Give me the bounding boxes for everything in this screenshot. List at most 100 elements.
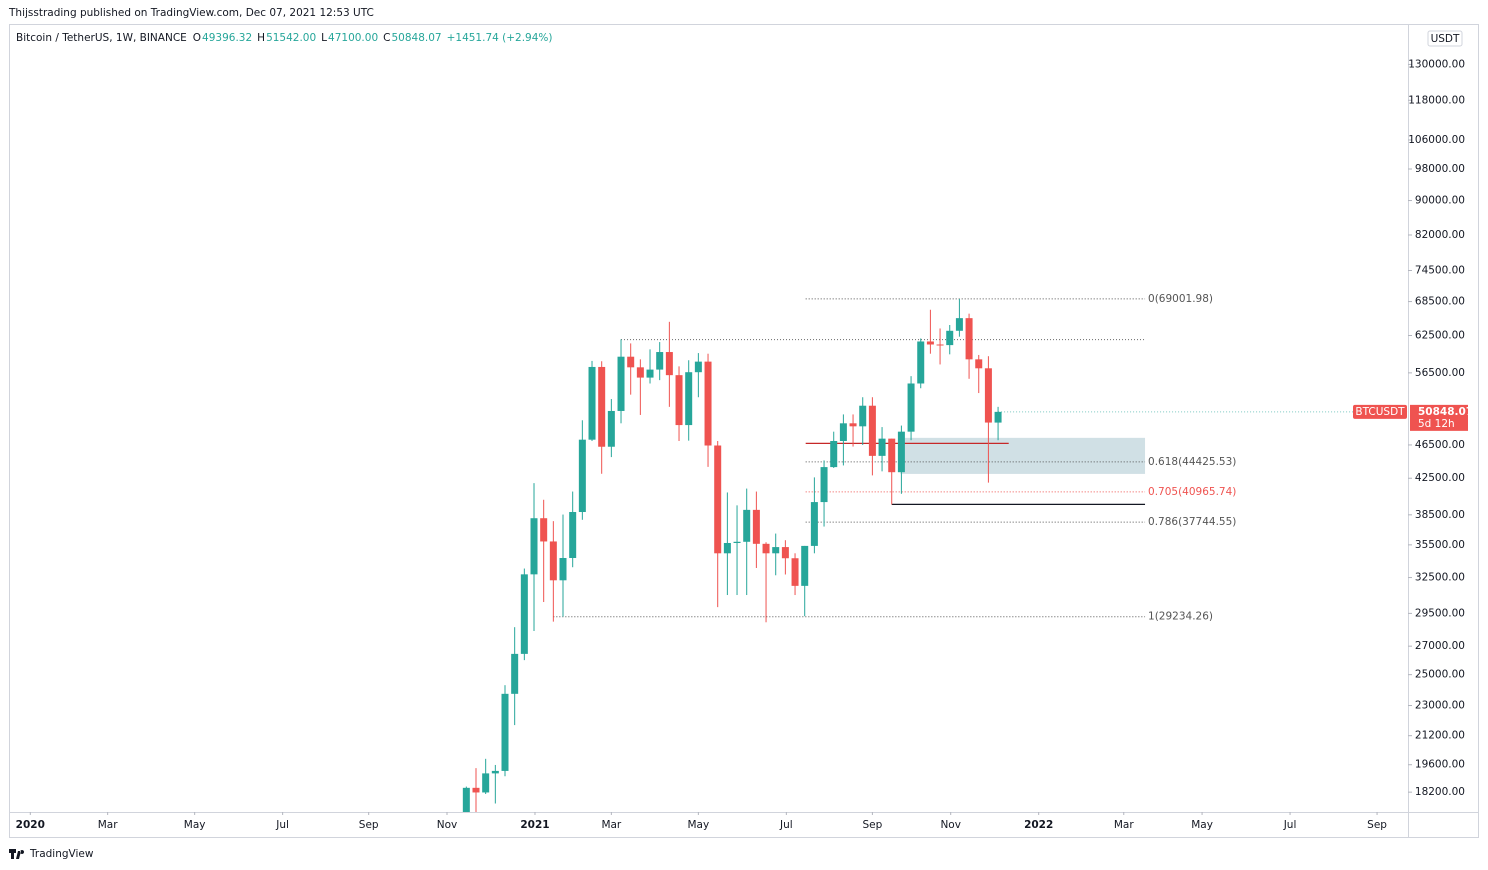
- candle-body: [617, 356, 625, 411]
- y-tick-label: 29500.00: [1415, 607, 1465, 619]
- candle-body: [743, 509, 751, 542]
- candle-body: [685, 372, 693, 426]
- candle-body: [636, 367, 644, 378]
- x-tick-label: Nov: [437, 819, 458, 831]
- y-tick-label: 35500.00: [1415, 539, 1465, 551]
- candle-body: [675, 375, 683, 426]
- candle-body: [917, 341, 925, 384]
- ohlc-label: H: [257, 32, 265, 44]
- candle-body: [984, 368, 992, 423]
- x-tick-label: Nov: [940, 819, 961, 831]
- candle-body: [704, 361, 712, 446]
- candle-body: [897, 431, 905, 473]
- candle-body: [975, 359, 983, 369]
- fib-label: 0.618(44425.53): [1148, 456, 1236, 468]
- candle-body: [588, 366, 596, 440]
- y-tick-label: 74500.00: [1415, 264, 1465, 276]
- fib-label: 0(69001.98): [1148, 293, 1213, 305]
- x-tick-label: Sep: [862, 819, 882, 831]
- currency-badge: [1427, 30, 1463, 47]
- ohlc-label: O: [193, 32, 201, 44]
- currency: USDT: [1431, 33, 1460, 45]
- y-tick-label: 82000.00: [1415, 229, 1465, 241]
- y-tick-label: 25000.00: [1415, 669, 1465, 681]
- brand: TradingView: [29, 848, 94, 860]
- candle-body: [549, 541, 557, 581]
- ohlc-value: 47100.00: [328, 32, 378, 44]
- candle-body: [501, 693, 509, 771]
- y-tick-label: 130000.00: [1408, 58, 1465, 70]
- candle-body: [694, 361, 702, 373]
- candle-body: [665, 352, 673, 376]
- x-tick-label: 2022: [1024, 819, 1053, 831]
- candle-body: [936, 344, 944, 346]
- candle-body: [907, 383, 915, 432]
- candle-body: [482, 773, 490, 793]
- candle-body: [656, 352, 664, 370]
- candle-body: [491, 770, 499, 774]
- y-tick-label: 118000.00: [1408, 94, 1465, 106]
- y-tick-label: 56500.00: [1415, 367, 1465, 379]
- ohlc-label: C: [383, 32, 390, 44]
- x-tick-label: Sep: [1367, 819, 1387, 831]
- candle-body: [955, 318, 963, 331]
- candle-body: [849, 423, 857, 427]
- y-tick-label: 27000.00: [1415, 640, 1465, 652]
- candle-body: [472, 787, 480, 793]
- candle-body: [511, 653, 519, 694]
- plot: [462, 298, 1408, 812]
- change: +1451.74 (+2.94%): [447, 32, 553, 44]
- ohlc-value: 51542.00: [266, 32, 316, 44]
- candle-body: [888, 438, 896, 473]
- publisher: Thijsstrading published on TradingView.c…: [8, 7, 374, 19]
- y-tick-label: 68500.00: [1415, 296, 1465, 308]
- y-tick-label: 62500.00: [1415, 329, 1465, 341]
- x-tick-label: Mar: [98, 819, 118, 831]
- x-tick-label: Mar: [601, 819, 621, 831]
- fib-label: 1(29234.26): [1148, 611, 1213, 623]
- x-tick-label: Jul: [275, 819, 289, 831]
- candle-body: [530, 518, 538, 575]
- candle-body: [946, 330, 954, 346]
- candle-body: [810, 502, 818, 546]
- y-tick-label: 23000.00: [1415, 700, 1465, 712]
- candle-body: [801, 545, 809, 586]
- brand-logo: [9, 849, 25, 859]
- x-tick-label: May: [184, 819, 206, 831]
- y-tick-label: 46500.00: [1415, 439, 1465, 451]
- candle-body: [714, 445, 722, 554]
- x-tick-label: May: [1191, 819, 1213, 831]
- x-tick-label: Sep: [359, 819, 379, 831]
- ohlc-value: 49396.32: [202, 32, 252, 44]
- candle-body: [772, 547, 780, 554]
- x-tick-label: Mar: [1114, 819, 1134, 831]
- y-tick-label: 90000.00: [1415, 195, 1465, 207]
- candle-body: [926, 341, 934, 345]
- candle-body: [733, 541, 741, 543]
- candle-body: [965, 318, 973, 360]
- price-tag: [1410, 404, 1468, 431]
- candle-body: [607, 410, 615, 447]
- ohlc-value: 50848.07: [391, 32, 441, 44]
- candle-body: [859, 405, 867, 427]
- price-tag-text: 50848.07: [1418, 406, 1473, 418]
- candle-body: [540, 518, 548, 542]
- candle-body: [781, 547, 789, 559]
- candle-body: [762, 543, 770, 554]
- symbol-title: Bitcoin / TetherUS, 1W, BINANCE: [16, 32, 187, 44]
- y-tick-label: 38500.00: [1415, 509, 1465, 521]
- countdown: 5d 12h: [1418, 418, 1455, 430]
- y-tick-label: 18200.00: [1415, 786, 1465, 798]
- y-tick-label: 19600.00: [1415, 759, 1465, 771]
- y-tick-label: 98000.00: [1415, 163, 1465, 175]
- symbol-tag: [1353, 404, 1407, 419]
- legend: Bitcoin / TetherUS, 1W, BINANCE: [16, 32, 187, 44]
- frame: [9, 24, 1479, 838]
- candle-body: [994, 411, 1002, 423]
- y-tick-label: 21200.00: [1415, 730, 1465, 742]
- x-tick-label: 2020: [16, 819, 45, 831]
- y-tick-label: 42500.00: [1415, 472, 1465, 484]
- y-tick-label: 32500.00: [1415, 572, 1465, 584]
